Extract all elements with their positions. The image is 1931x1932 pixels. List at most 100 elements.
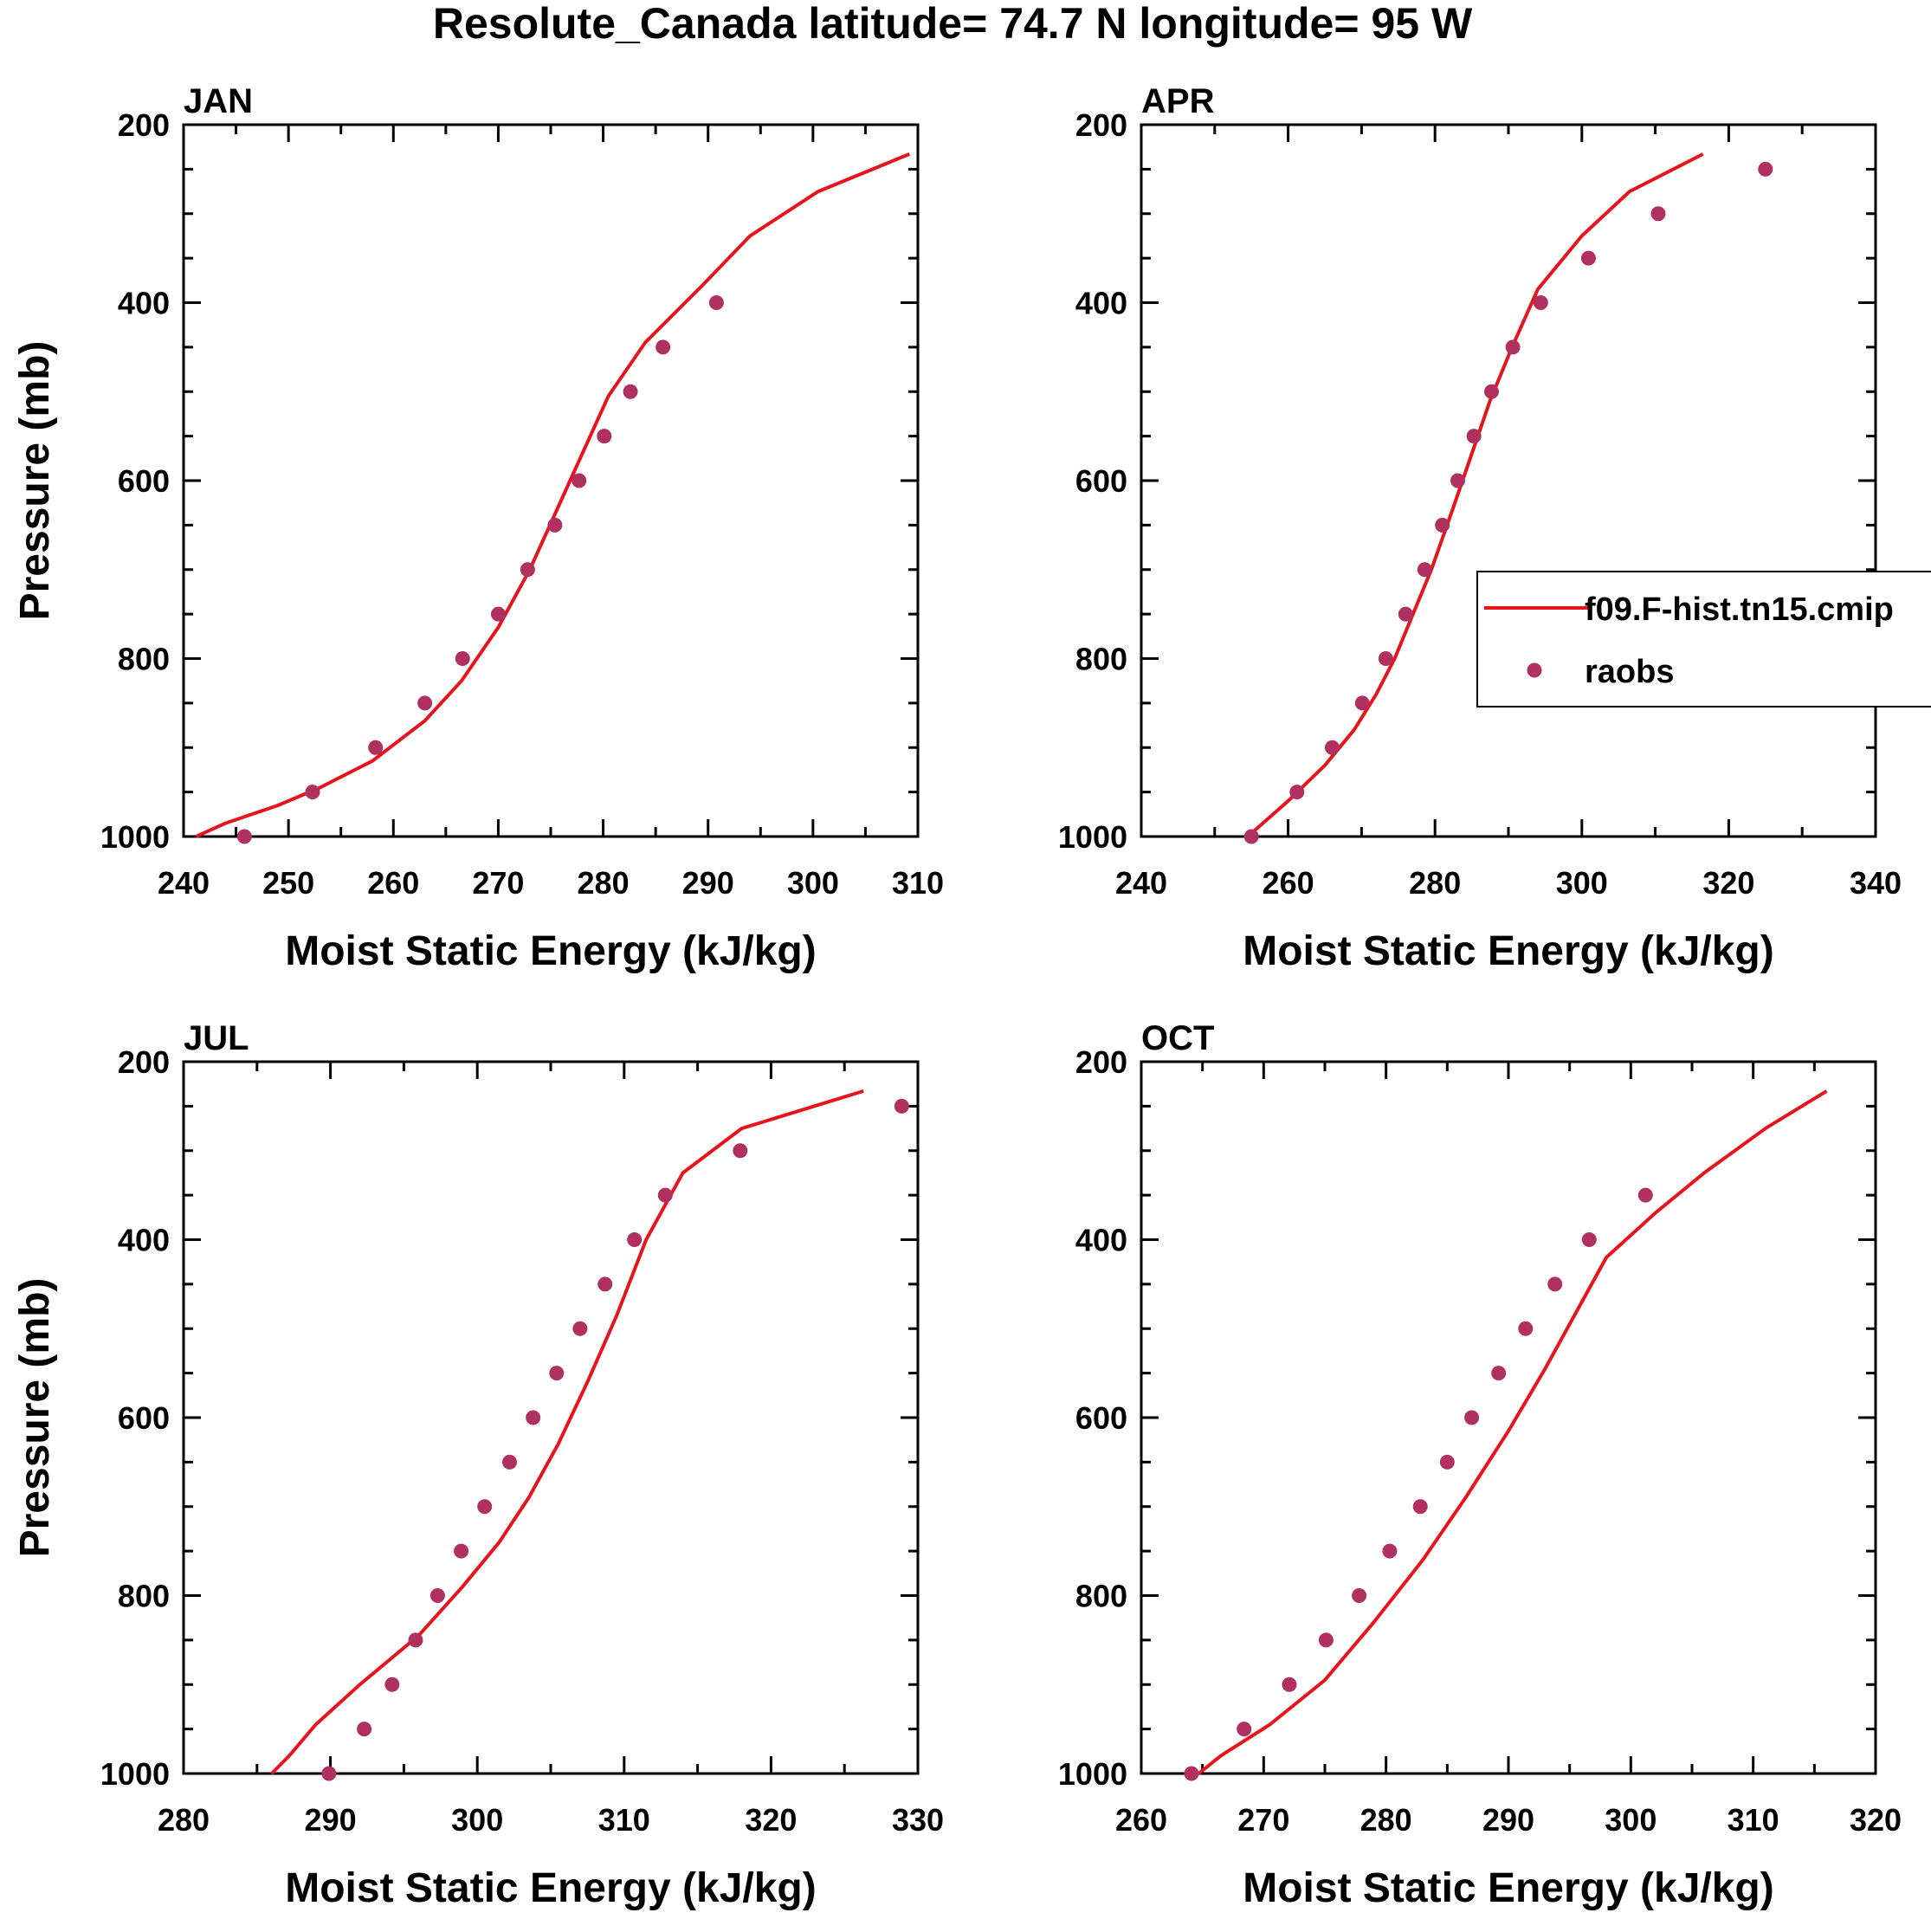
obs-data-point bbox=[894, 1098, 909, 1114]
y-tick-label: 600 bbox=[118, 1400, 170, 1436]
obs-data-point bbox=[1184, 1766, 1199, 1781]
obs-data-point bbox=[1483, 384, 1499, 399]
obs-data-point bbox=[455, 651, 470, 666]
legend-marker-swatch bbox=[1527, 662, 1542, 678]
obs-data-point bbox=[1533, 295, 1548, 310]
plot-frame bbox=[182, 123, 920, 838]
obs-data-point bbox=[547, 517, 563, 533]
x-tick-label: 310 bbox=[892, 865, 944, 901]
obs-data-point bbox=[1354, 695, 1370, 711]
obs-data-point bbox=[1581, 1232, 1597, 1247]
obs-data-point bbox=[657, 1187, 673, 1203]
obs-data-point bbox=[429, 1588, 445, 1603]
obs-data-point bbox=[1580, 250, 1596, 266]
legend-label: f09.F-hist.tn15.cmip bbox=[1585, 591, 1894, 628]
obs-data-point bbox=[454, 1543, 469, 1559]
obs-data-point bbox=[1435, 517, 1450, 533]
panel-jul: 280 290 300 310 320 330 200 400 600 800 1000 JUL Moi… bbox=[12, 1019, 944, 1911]
obs-data-point bbox=[1417, 562, 1432, 578]
x-tick-label: 330 bbox=[892, 1802, 944, 1838]
y-tick-label: 200 bbox=[1075, 107, 1127, 143]
obs-data-point bbox=[384, 1677, 400, 1692]
obs-data-point bbox=[1282, 1677, 1297, 1692]
y-tick-label: 800 bbox=[1075, 1579, 1127, 1614]
y-tick-label: 1000 bbox=[100, 819, 170, 855]
x-axis-title: Moist Static Energy (kJ/kg) bbox=[285, 928, 816, 974]
y-tick-label: 400 bbox=[118, 1223, 170, 1258]
obs-data-point bbox=[305, 785, 320, 800]
y-axis-title: Pressure (mb) bbox=[12, 1278, 58, 1558]
obs-data-point bbox=[417, 695, 433, 711]
obs-data-point bbox=[490, 606, 506, 622]
panel-label: APR bbox=[1141, 82, 1215, 120]
x-tick-label: 280 bbox=[1409, 865, 1461, 901]
y-axis-title: Pressure (mb) bbox=[12, 341, 58, 621]
y-tick-label: 800 bbox=[118, 642, 170, 677]
obs-data-point bbox=[1324, 740, 1340, 755]
obs-data-point bbox=[733, 1143, 748, 1159]
plot-frame bbox=[1140, 1060, 1877, 1775]
obs-data-point bbox=[368, 740, 384, 755]
x-tick-label: 270 bbox=[472, 865, 524, 901]
x-tick-label: 280 bbox=[578, 865, 630, 901]
y-tick-label: 600 bbox=[118, 463, 170, 499]
x-tick-label: 300 bbox=[787, 865, 839, 901]
obs-data-point bbox=[236, 829, 252, 844]
obs-data-point bbox=[408, 1632, 423, 1648]
y-tick-label: 800 bbox=[118, 1579, 170, 1614]
panel-jan: 240 250 260 270 280 290 300 310 200 400 600 800 1000… bbox=[12, 82, 944, 974]
obs-data-point bbox=[572, 1321, 588, 1336]
x-axis-title: Moist Static Energy (kJ/kg) bbox=[1243, 1865, 1773, 1911]
x-tick-label: 240 bbox=[158, 865, 210, 901]
obs-data-point bbox=[520, 562, 535, 578]
obs-data-point bbox=[1505, 339, 1521, 355]
y-tick-label: 1000 bbox=[100, 1756, 170, 1792]
x-tick-label: 240 bbox=[1115, 865, 1167, 901]
panel-label: OCT bbox=[1141, 1019, 1214, 1057]
x-axis-title: Moist Static Energy (kJ/kg) bbox=[1243, 928, 1773, 974]
x-axis-title: Moist Static Energy (kJ/kg) bbox=[285, 1865, 816, 1911]
x-tick-label: 250 bbox=[262, 865, 314, 901]
obs-data-point bbox=[1491, 1366, 1507, 1381]
y-tick-label: 1000 bbox=[1058, 1756, 1127, 1792]
figure-title: Resolute_Canada latitude= 74.7 N longitu… bbox=[433, 0, 1473, 48]
y-tick-label: 800 bbox=[1075, 642, 1127, 677]
x-tick-label: 260 bbox=[367, 865, 419, 901]
x-tick-label: 300 bbox=[451, 1802, 503, 1838]
obs-data-point bbox=[321, 1766, 337, 1781]
model-series-line bbox=[195, 152, 911, 838]
obs-data-point bbox=[1289, 785, 1305, 800]
obs-data-point bbox=[357, 1722, 372, 1737]
x-tick-label: 290 bbox=[305, 1802, 357, 1838]
obs-data-point bbox=[1352, 1588, 1367, 1603]
obs-data-point bbox=[627, 1232, 643, 1247]
x-tick-label: 320 bbox=[1702, 865, 1754, 901]
plot-frame bbox=[1140, 123, 1877, 838]
legend-box bbox=[1476, 571, 1931, 708]
panel-oct: 260 270 280 290 300 310 320 200 400 600 800 1000 OCT… bbox=[1058, 1019, 1902, 1911]
x-tick-label: 320 bbox=[745, 1802, 797, 1838]
y-tick-label: 200 bbox=[118, 107, 170, 143]
panel-label: JAN bbox=[184, 82, 253, 120]
obs-data-point bbox=[477, 1499, 493, 1515]
x-tick-label: 310 bbox=[598, 1802, 650, 1838]
legend: f09.F-hist.tn15.cmip raobs bbox=[1476, 571, 1931, 708]
obs-data-point bbox=[1464, 1410, 1480, 1425]
obs-data-point bbox=[1412, 1499, 1428, 1515]
y-tick-label: 400 bbox=[1075, 1223, 1127, 1258]
y-tick-label: 400 bbox=[118, 286, 170, 321]
x-tick-label: 320 bbox=[1850, 1802, 1902, 1838]
obs-data-point bbox=[526, 1410, 541, 1425]
plot-frame bbox=[182, 1060, 920, 1775]
x-tick-label: 290 bbox=[1482, 1802, 1534, 1838]
model-series-line bbox=[1198, 1089, 1828, 1775]
obs-data-point bbox=[597, 1276, 613, 1292]
y-tick-label: 600 bbox=[1075, 463, 1127, 499]
x-tick-label: 310 bbox=[1728, 1802, 1779, 1838]
y-tick-label: 400 bbox=[1075, 286, 1127, 321]
obs-data-point bbox=[1637, 1187, 1653, 1203]
obs-data-point bbox=[1378, 651, 1393, 666]
model-series-line bbox=[270, 1089, 864, 1775]
obs-data-point bbox=[1518, 1321, 1534, 1336]
